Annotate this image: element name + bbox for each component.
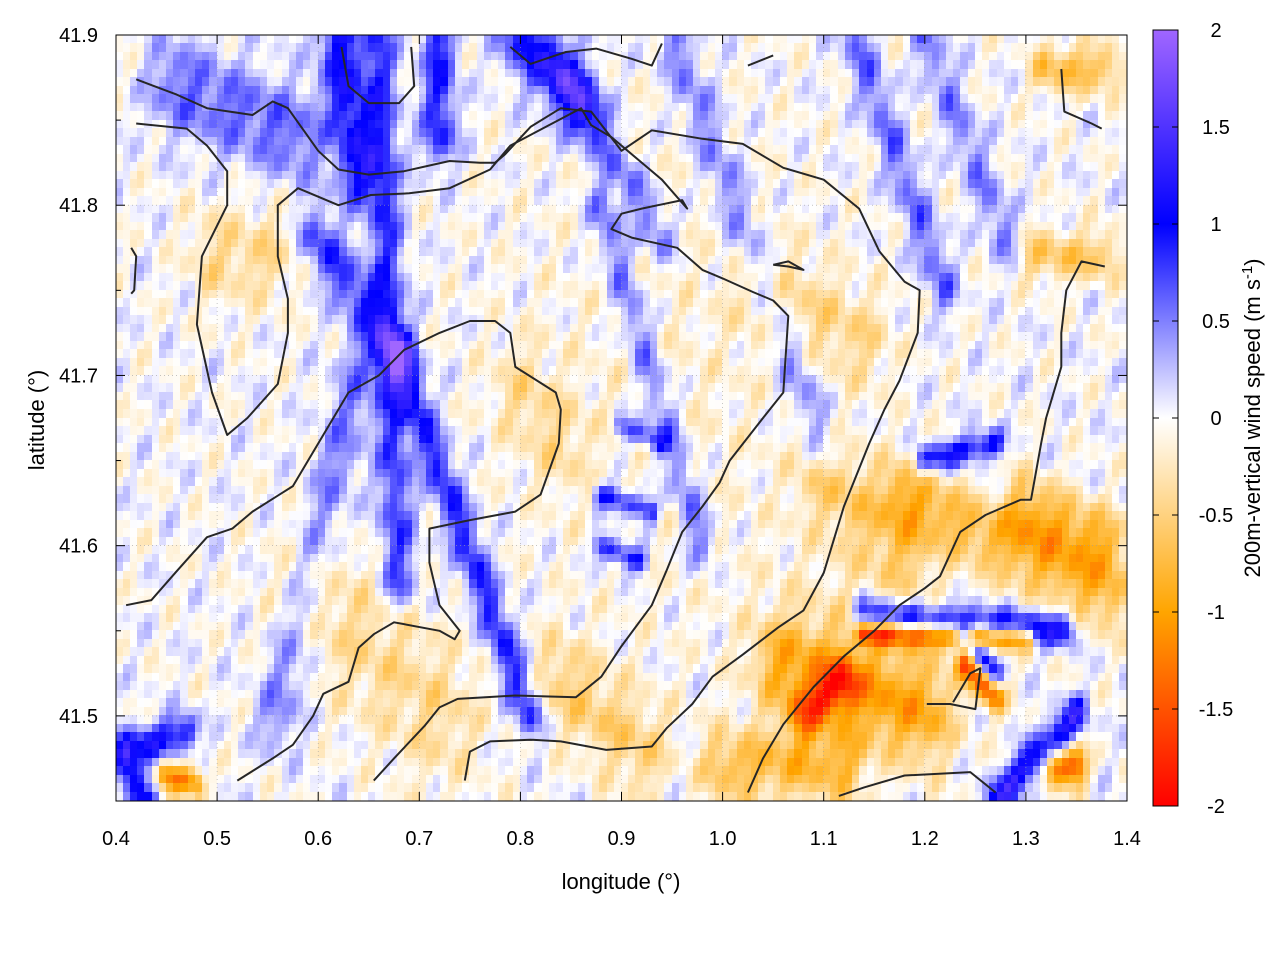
colorbar-ticks: -2 -1.5 -1 -0.5 0 0.5 1 1.5 2 xyxy=(1153,20,1233,818)
contour-line xyxy=(509,43,663,67)
contour-line xyxy=(130,247,138,295)
colorbar-tick-label: 0 xyxy=(1210,408,1221,430)
contour-line xyxy=(772,260,805,271)
colorbar-tick-label: 1 xyxy=(1210,214,1221,236)
heatmap-field-container xyxy=(116,35,1127,801)
contour-line xyxy=(747,54,774,67)
y-tick-label: 41.8 xyxy=(59,195,98,217)
colorbar-label-close: ) xyxy=(1240,258,1265,265)
contour-line xyxy=(136,107,790,782)
contour-line xyxy=(340,46,416,105)
y-tick-label: 41.9 xyxy=(59,25,98,47)
x-tick-label: 0.9 xyxy=(608,828,636,850)
x-tick-label: 0.7 xyxy=(405,828,433,850)
colorbar-tick-label: 2 xyxy=(1210,20,1221,42)
x-tick-label: 1.2 xyxy=(911,828,939,850)
heatmap-field xyxy=(116,35,1127,801)
x-tick-label: 0.6 xyxy=(304,828,332,850)
colorbar-tick-label: -1 xyxy=(1207,602,1225,624)
y-tick-label: 41.6 xyxy=(59,536,98,558)
colorbar-tick-label: 0.5 xyxy=(1202,311,1230,333)
colorbar-tick-label: -2 xyxy=(1207,796,1225,818)
y-tick-label: 41.5 xyxy=(59,706,98,728)
colorbar-label: 200m-vertical wind speed (m s-1) xyxy=(1239,258,1266,577)
y-axis-label: latitude (°) xyxy=(24,370,49,471)
grid-lines xyxy=(116,35,1127,801)
x-tick-label: 1.4 xyxy=(1113,828,1141,850)
contour-line xyxy=(838,771,997,797)
x-tick-label: 1.1 xyxy=(810,828,838,850)
x-axis-label: longitude (°) xyxy=(562,869,681,894)
x-tick-label: 1.0 xyxy=(709,828,737,850)
x-tick-label: 0.4 xyxy=(102,828,130,850)
contour-line xyxy=(746,260,1106,793)
axes: 0.4 0.5 0.6 0.7 0.8 0.9 1.0 1.1 1.2 1.3 1.4 41.5 41.… xyxy=(59,25,1141,850)
contour-line xyxy=(1060,68,1103,130)
x-tick-label: 1.3 xyxy=(1012,828,1040,850)
colorbar-tick-label: 1.5 xyxy=(1202,117,1230,139)
colorbar-label-superscript: -1 xyxy=(1239,266,1256,279)
contour-lines xyxy=(125,43,1106,797)
y-tick-label: 41.7 xyxy=(59,365,98,387)
colorbar-tick-label: -0.5 xyxy=(1199,505,1233,527)
x-tick-label: 0.5 xyxy=(203,828,231,850)
colorbar-label-main: 200m-vertical wind speed (m s xyxy=(1240,279,1265,577)
contour-line xyxy=(926,667,982,711)
contour-line xyxy=(135,78,921,781)
x-tick-label: 0.8 xyxy=(506,828,534,850)
contour-line xyxy=(125,320,562,782)
colorbar-tick-label: -1.5 xyxy=(1199,699,1233,721)
